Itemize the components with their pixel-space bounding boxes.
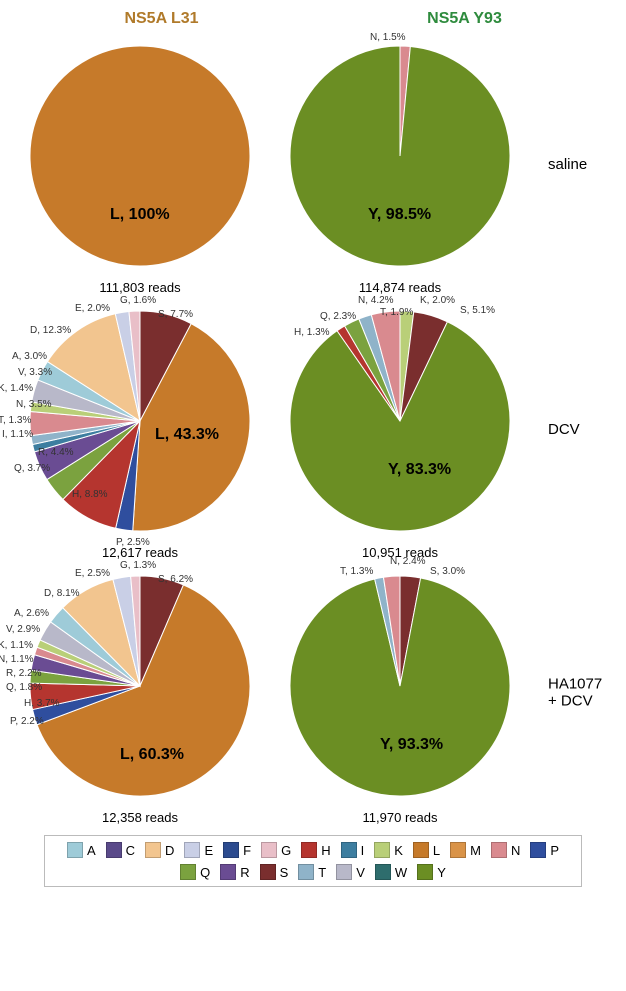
column-headers: NS5A L31 NS5A Y93 (10, 10, 616, 28)
legend-swatch (67, 842, 83, 858)
legend-label: N (511, 843, 520, 858)
legend-item: V (336, 864, 365, 880)
legend-label: M (470, 843, 481, 858)
legend-item: Q (180, 864, 210, 880)
legend-item: R (220, 864, 249, 880)
col-title-l31: NS5A L31 (32, 10, 292, 28)
legend-swatch (417, 864, 433, 880)
legend-label: Q (200, 865, 210, 880)
legend-swatch (106, 842, 122, 858)
legend-item: I (341, 842, 365, 858)
pie-slice (30, 46, 250, 266)
legend-swatch (261, 842, 277, 858)
chart-cell: L, 43.3%S, 7.7%G, 1.6%E, 2.0%D, 12.3%A, … (10, 301, 270, 560)
chart-row: L, 43.3%S, 7.7%G, 1.6%E, 2.0%D, 12.3%A, … (10, 301, 616, 560)
col-title-y93: NS5A Y93 (335, 10, 595, 28)
legend-item: N (491, 842, 520, 858)
chart-cell: L, 60.3%S, 6.2%G, 1.3%E, 2.5%D, 8.1%A, 2… (10, 566, 270, 825)
pie-slice (290, 46, 510, 266)
legend-item: A (67, 842, 96, 858)
legend-item: C (106, 842, 135, 858)
chart-grid: L, 100% 111,803 reads Y, 98.5%N, 1.5% 114,8… (10, 36, 616, 825)
legend-item: P (530, 842, 559, 858)
legend-label: L (433, 843, 440, 858)
legend-label: G (281, 843, 291, 858)
row-label: HA1077+ DCV (548, 675, 618, 709)
legend-label: F (243, 843, 251, 858)
legend-label: I (361, 843, 365, 858)
legend-swatch (184, 842, 200, 858)
legend: A C D E F G H I K L M N P Q R S T V W Y (44, 835, 582, 887)
pie-chart: L, 60.3%S, 6.2%G, 1.3%E, 2.5%D, 8.1%A, 2… (20, 566, 260, 806)
reads-label: 12,617 reads (102, 545, 178, 560)
pie-chart: L, 100% (20, 36, 260, 276)
legend-item: F (223, 842, 251, 858)
legend-swatch (491, 842, 507, 858)
legend-label: P (550, 843, 559, 858)
pie-chart: Y, 93.3%S, 3.0%N, 2.4%T, 1.3% (280, 566, 520, 806)
legend-swatch (374, 842, 390, 858)
chart-row: L, 100% 111,803 reads Y, 98.5%N, 1.5% 114,8… (10, 36, 616, 295)
legend-item: E (184, 842, 213, 858)
legend-swatch (301, 842, 317, 858)
legend-swatch (530, 842, 546, 858)
legend-swatch (413, 842, 429, 858)
legend-swatch (220, 864, 236, 880)
legend-label: T (318, 865, 326, 880)
legend-label: Y (437, 865, 446, 880)
row-label: DCV (548, 420, 618, 437)
legend-item: K (374, 842, 403, 858)
chart-cell: Y, 83.3%K, 2.0%S, 5.1%N, 4.2%T, 1.9%Q, 2… (270, 301, 530, 560)
legend-label: C (126, 843, 135, 858)
reads-label: 12,358 reads (102, 810, 178, 825)
pie-chart: Y, 98.5%N, 1.5% (280, 36, 520, 276)
legend-label: V (356, 865, 365, 880)
legend-item: S (260, 864, 289, 880)
legend-label: R (240, 865, 249, 880)
legend-swatch (336, 864, 352, 880)
legend-item: T (298, 864, 326, 880)
reads-label: 111,803 reads (99, 280, 180, 295)
chart-cell: L, 100% 111,803 reads (10, 36, 270, 295)
legend-swatch (223, 842, 239, 858)
chart-row: L, 60.3%S, 6.2%G, 1.3%E, 2.5%D, 8.1%A, 2… (10, 566, 616, 825)
row-label: saline (548, 155, 618, 172)
legend-item: Y (417, 864, 446, 880)
legend-swatch (145, 842, 161, 858)
legend-label: E (204, 843, 213, 858)
legend-swatch (260, 864, 276, 880)
legend-label: K (394, 843, 403, 858)
reads-label: 11,970 reads (363, 810, 438, 825)
reads-label: 10,951 reads (362, 545, 438, 560)
legend-label: D (165, 843, 174, 858)
legend-swatch (180, 864, 196, 880)
chart-cell: Y, 93.3%S, 3.0%N, 2.4%T, 1.3% 11,970 read… (270, 566, 530, 825)
legend-label: S (280, 865, 289, 880)
legend-label: W (395, 865, 407, 880)
pie-chart: L, 43.3%S, 7.7%G, 1.6%E, 2.0%D, 12.3%A, … (20, 301, 260, 541)
pie-chart: Y, 83.3%K, 2.0%S, 5.1%N, 4.2%T, 1.9%Q, 2… (280, 301, 520, 541)
legend-item: L (413, 842, 440, 858)
legend-swatch (341, 842, 357, 858)
chart-cell: Y, 98.5%N, 1.5% 114,874 reads (270, 36, 530, 295)
legend-label: A (87, 843, 96, 858)
legend-swatch (450, 842, 466, 858)
legend-swatch (298, 864, 314, 880)
legend-label: H (321, 843, 330, 858)
reads-label: 114,874 reads (359, 280, 441, 295)
legend-swatch (375, 864, 391, 880)
legend-item: D (145, 842, 174, 858)
legend-item: W (375, 864, 407, 880)
legend-item: H (301, 842, 330, 858)
legend-item: M (450, 842, 481, 858)
legend-item: G (261, 842, 291, 858)
